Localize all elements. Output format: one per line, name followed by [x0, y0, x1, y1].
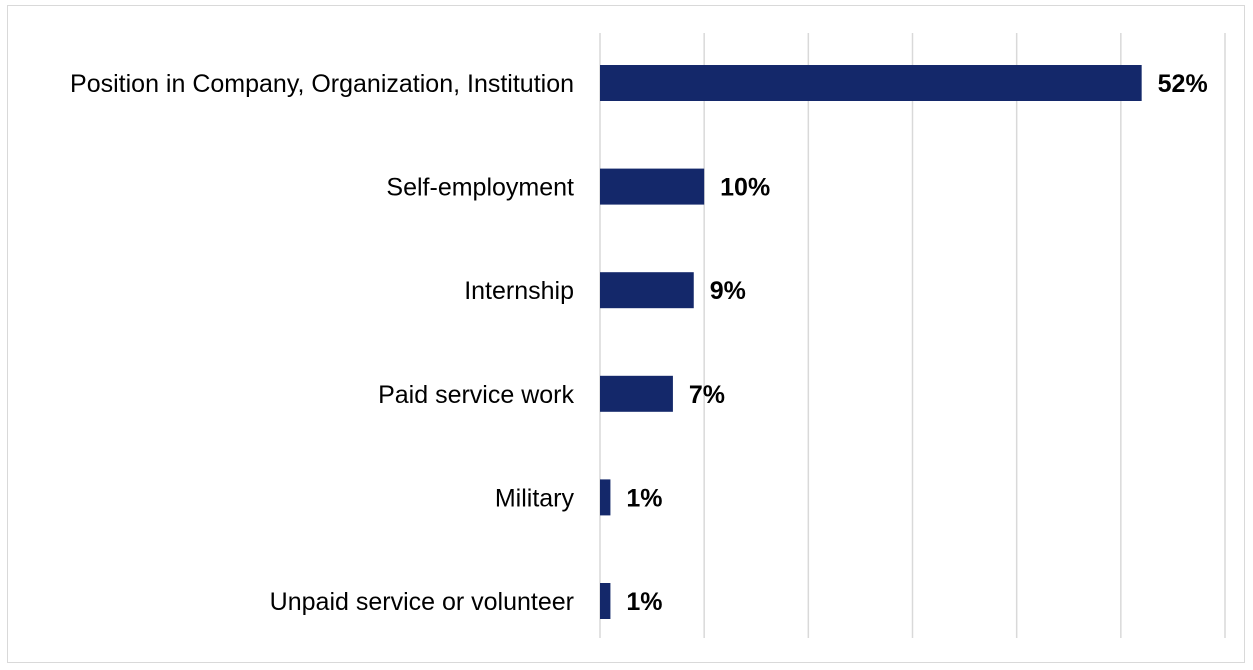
bar: [600, 479, 611, 516]
category-label: Position in Company, Organization, Insti…: [70, 70, 574, 98]
bars: [600, 65, 1142, 619]
value-labels: 52% 10% 9% 7% 1% 1%: [626, 70, 1207, 616]
chart-frame: [7, 5, 1245, 663]
bar: [600, 375, 673, 412]
value-label: 52%: [1158, 70, 1208, 98]
category-label: Unpaid service or volunteer: [270, 588, 574, 616]
category-label: Internship: [464, 277, 574, 305]
category-label: Military: [495, 484, 575, 512]
value-label: 1%: [626, 588, 662, 616]
value-label: 9%: [710, 277, 746, 305]
category-labels: Position in Company, Organization, Insti…: [70, 70, 574, 616]
bar: [600, 65, 1142, 101]
value-label: 10%: [720, 174, 770, 202]
category-label: Paid service work: [378, 381, 574, 409]
bar: [600, 168, 705, 205]
value-label: 1%: [626, 484, 662, 512]
bar: [600, 272, 694, 309]
gridlines: [599, 33, 1226, 638]
value-label: 7%: [689, 381, 725, 409]
category-label: Self-employment: [386, 174, 574, 202]
bar: [600, 583, 611, 619]
